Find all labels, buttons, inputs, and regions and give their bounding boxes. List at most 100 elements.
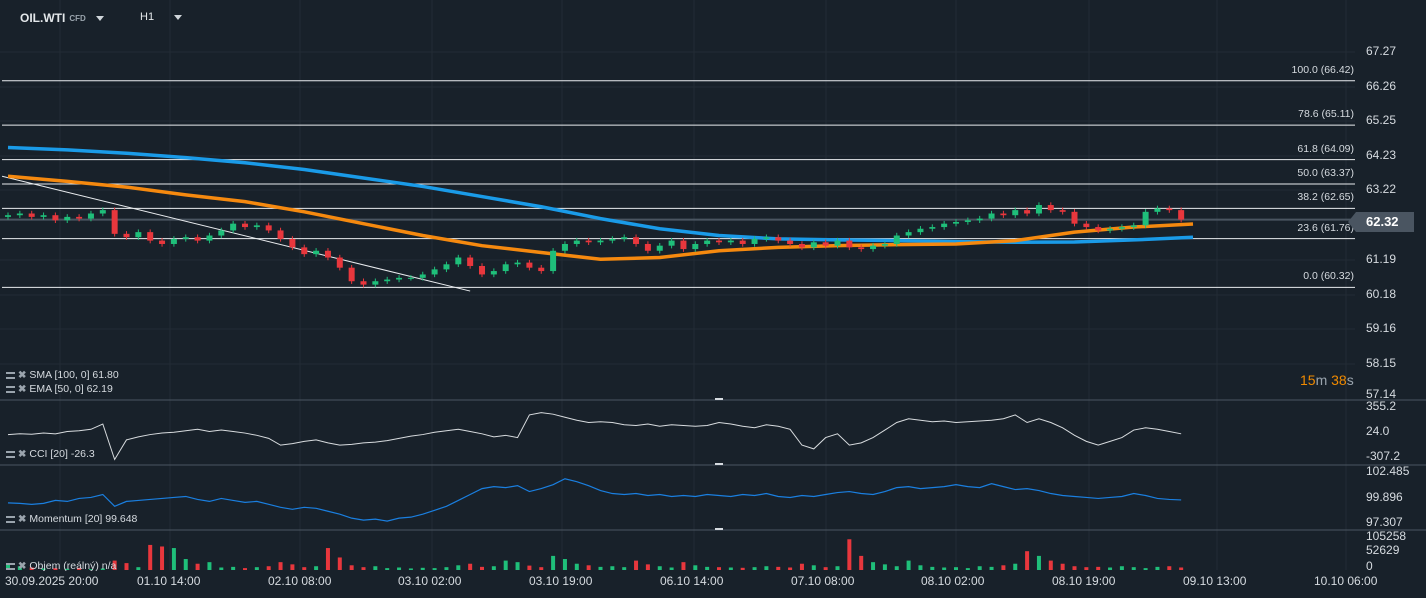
- volume-bar: [859, 555, 864, 570]
- symbol-name: OIL.WTI: [20, 11, 66, 25]
- volume-bar: [1013, 563, 1018, 570]
- settings-icon[interactable]: [6, 562, 15, 570]
- volume-bar: [1179, 567, 1184, 570]
- candle: [609, 238, 616, 241]
- volume-bar: [349, 565, 354, 570]
- candle: [810, 242, 817, 248]
- axis-tick-label: 67.27: [1366, 44, 1397, 58]
- volume-bar: [954, 567, 958, 570]
- x-axis-label: 07.10 08:00: [791, 574, 855, 588]
- candle: [348, 267, 355, 282]
- axis-tick-label: -307.2: [1366, 449, 1401, 463]
- settings-icon[interactable]: [6, 450, 15, 458]
- candle: [28, 213, 35, 217]
- current-price-label: 62.32: [1348, 212, 1414, 232]
- candle: [1095, 227, 1102, 231]
- pane-resize-handle[interactable]: [715, 398, 723, 400]
- legend-sma[interactable]: ✖ SMA [100, 0] 61.80: [6, 369, 119, 381]
- candle: [846, 240, 853, 248]
- candle: [16, 213, 23, 216]
- volume-bar: [1001, 565, 1006, 570]
- close-icon[interactable]: ✖: [18, 369, 27, 381]
- volume-bar: [385, 568, 390, 570]
- volume-bar: [231, 566, 236, 570]
- settings-icon[interactable]: [6, 371, 15, 379]
- candle: [455, 257, 462, 265]
- chevron-down-icon: [174, 14, 183, 20]
- volume-bar: [468, 563, 473, 570]
- candle: [822, 242, 829, 246]
- volume-bar: [88, 569, 93, 570]
- settings-icon[interactable]: [6, 385, 15, 393]
- volume-bar: [728, 567, 733, 570]
- volume-bar: [397, 567, 402, 570]
- volume-bar: [1143, 568, 1148, 570]
- volume-bar: [243, 568, 247, 570]
- volume-bar: [930, 566, 935, 570]
- candle: [787, 240, 794, 244]
- volume-bar: [764, 566, 769, 570]
- legend-volume[interactable]: ✖ Objem (reálný) n/a: [6, 560, 116, 572]
- candle: [917, 228, 924, 233]
- candle: [656, 245, 663, 251]
- candle: [301, 247, 308, 255]
- volume-bar: [586, 565, 591, 570]
- candle-countdown: 15m 38s: [1300, 372, 1354, 388]
- volume-bar: [337, 557, 342, 570]
- close-icon[interactable]: ✖: [18, 560, 27, 572]
- volume-bar: [503, 560, 508, 570]
- volume-bar: [325, 548, 330, 570]
- settings-icon[interactable]: [6, 515, 15, 523]
- candle: [561, 243, 568, 251]
- volume-bar: [1084, 567, 1089, 570]
- candle: [988, 213, 995, 219]
- volume-bar: [254, 567, 259, 570]
- legend-momentum[interactable]: ✖ Momentum [20] 99.648: [6, 513, 137, 525]
- candle: [1047, 205, 1054, 211]
- candle: [479, 265, 485, 275]
- volume-bar: [1048, 560, 1053, 570]
- candle: [1107, 228, 1114, 231]
- volume-bar: [1025, 551, 1030, 570]
- candle: [1024, 210, 1031, 214]
- close-icon[interactable]: ✖: [18, 383, 27, 395]
- candle: [763, 237, 770, 239]
- volume-bar: [491, 566, 496, 570]
- volume-bar: [420, 567, 425, 570]
- x-axis-label: 01.10 14:00: [137, 574, 201, 588]
- close-icon[interactable]: ✖: [18, 513, 27, 525]
- candle: [384, 279, 391, 282]
- volume-bar: [1119, 566, 1124, 570]
- volume-bar: [112, 560, 117, 570]
- volume-bar: [6, 564, 10, 570]
- timeframe-selector[interactable]: H1: [140, 11, 183, 23]
- symbol-selector[interactable]: OIL.WTI CFD: [20, 11, 104, 25]
- candle: [265, 225, 272, 231]
- candle: [502, 264, 509, 272]
- volume-bar: [942, 567, 947, 570]
- candle: [99, 210, 106, 214]
- candle: [953, 221, 959, 224]
- candle: [680, 240, 687, 250]
- candle: [467, 257, 474, 266]
- volume-bar: [480, 566, 484, 570]
- volume-bar: [562, 559, 567, 570]
- candle: [526, 262, 533, 268]
- volume-bar: [965, 568, 970, 570]
- volume-bar: [551, 555, 556, 570]
- legend-ema[interactable]: ✖ EMA [50, 0] 62.19: [6, 383, 113, 395]
- volume-bar: [302, 567, 307, 570]
- momentum-line: [7, 478, 1182, 522]
- axis-tick-label: 99.896: [1366, 490, 1403, 504]
- candle: [929, 227, 936, 229]
- volume-bar: [53, 568, 58, 570]
- candle: [313, 250, 320, 255]
- legend-cci[interactable]: ✖ CCI [20] -26.3: [6, 448, 95, 460]
- candle: [253, 225, 260, 228]
- volume-bar: [906, 560, 911, 570]
- pane-resize-handle[interactable]: [715, 463, 723, 465]
- pane-resize-handle[interactable]: [715, 528, 723, 530]
- fib-level-label: 100.0 (66.42): [1291, 63, 1354, 76]
- close-icon[interactable]: ✖: [18, 448, 27, 460]
